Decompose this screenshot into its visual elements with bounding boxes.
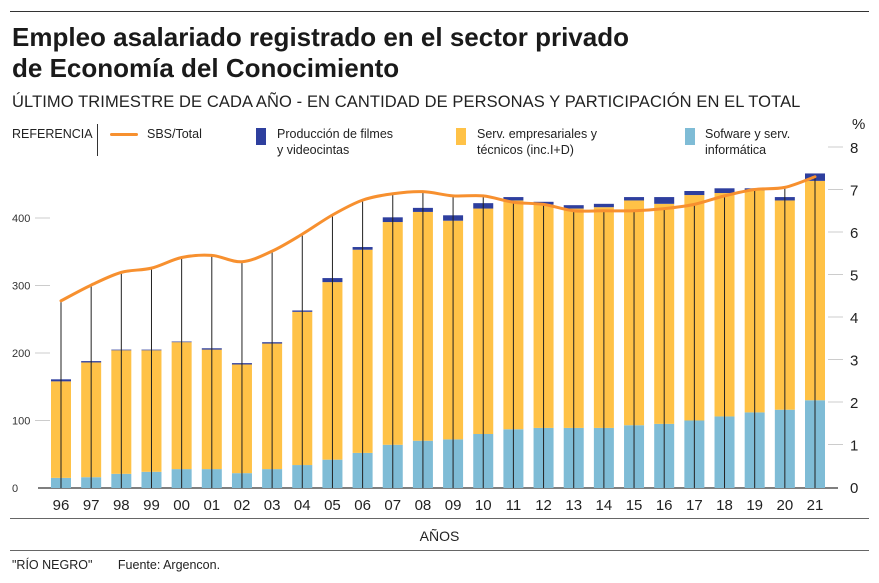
x-tick-label: 06 xyxy=(354,497,371,514)
legend-title: REFERENCIA xyxy=(12,127,93,141)
x-tick-label: 18 xyxy=(716,497,733,514)
x-tick-label: 10 xyxy=(475,497,492,514)
x-tick-label: 15 xyxy=(626,497,643,514)
right-tick-label: 0 xyxy=(850,480,858,497)
legend-soft-line1: Sofware y serv. xyxy=(705,127,791,141)
x-tick-label: 09 xyxy=(445,497,462,514)
bar-film-14 xyxy=(593,203,614,208)
y-tick-label: 100 xyxy=(12,416,30,428)
right-tick-label: 3 xyxy=(850,353,858,370)
legend-film-swatch xyxy=(256,128,266,145)
right-tick-label: 8 xyxy=(850,140,858,157)
legend-film-line2: y videocintas xyxy=(277,143,350,157)
top-rule xyxy=(10,11,869,12)
legend-line-label: SBS/Total xyxy=(147,127,202,141)
x-tick-label: 08 xyxy=(415,497,432,514)
bar-film-18 xyxy=(714,188,735,194)
y-tick-label: 200 xyxy=(12,348,30,360)
x-tick-label: 99 xyxy=(143,497,160,514)
right-tick-label: 7 xyxy=(850,183,858,200)
footer-source: Fuente: Argencon. xyxy=(117,558,221,572)
x-tick-label: 04 xyxy=(294,497,311,514)
legend-serv-line2: técnicos (inc.I+D) xyxy=(477,143,574,157)
legend-soft-line2: informática xyxy=(705,143,767,157)
x-tick-label: 19 xyxy=(746,497,763,514)
x-rule-top xyxy=(10,518,869,519)
legend-serv-line1: Serv. empresariales y xyxy=(477,127,597,141)
x-tick-label: 01 xyxy=(203,497,220,514)
legend-divider xyxy=(97,124,98,156)
x-tick-label: 02 xyxy=(234,497,251,514)
legend-serv-swatch xyxy=(456,128,466,145)
y-tick-label: 0 xyxy=(12,483,18,495)
right-tick-label: 4 xyxy=(850,310,858,327)
x-tick-label: 21 xyxy=(807,497,824,514)
bar-film-15 xyxy=(624,197,645,201)
bar-film-11 xyxy=(503,197,524,201)
right-tick-label: 1 xyxy=(850,438,858,455)
x-tick-label: 14 xyxy=(596,497,613,514)
bar-film-17 xyxy=(684,191,705,196)
legend-soft-label: Sofware y serv. informática xyxy=(705,126,790,158)
x-tick-label: 05 xyxy=(324,497,341,514)
x-tick-label: 12 xyxy=(535,497,552,514)
footer-brand: "RÍO NEGRO" xyxy=(12,558,93,572)
chart-subtitle: ÚLTIMO TRIMESTRE DE CADA AÑO - EN CANTID… xyxy=(12,93,801,111)
x-tick-label: 11 xyxy=(506,497,522,514)
x-tick-label: 96 xyxy=(53,497,70,514)
x-tick-label: 97 xyxy=(83,497,100,514)
legend-serv-label: Serv. empresariales y técnicos (inc.I+D) xyxy=(477,126,597,158)
x-tick-label: 07 xyxy=(384,497,401,514)
legend-line-swatch xyxy=(110,133,138,136)
x-tick-label: 17 xyxy=(686,497,703,514)
x-tick-label: 98 xyxy=(113,497,130,514)
bar-film-16 xyxy=(654,197,675,204)
bar-film-13 xyxy=(563,205,584,209)
footer: "RÍO NEGRO" Fuente: Argencon. xyxy=(12,558,220,572)
x-tick-label: 03 xyxy=(264,497,281,514)
y-tick-label: 300 xyxy=(12,281,30,293)
legend-soft-swatch xyxy=(685,128,695,145)
right-tick-label: 6 xyxy=(850,225,858,242)
right-tick-label: 5 xyxy=(850,268,858,285)
x-tick-label: 16 xyxy=(656,497,673,514)
right-axis-unit: % xyxy=(852,116,865,133)
x-tick-label: 00 xyxy=(173,497,190,514)
x-tick-label: 13 xyxy=(565,497,582,514)
x-axis-label: AÑOS xyxy=(419,528,460,544)
x-rule-bottom xyxy=(10,550,869,551)
line-sbs-total xyxy=(59,175,817,303)
title-line-2: de Economía del Conocimiento xyxy=(12,53,400,83)
legend-film-label: Producción de filmes y videocintas xyxy=(277,126,393,158)
chart-title: Empleo asalariado registrado en el secto… xyxy=(12,22,629,84)
y-tick-label: 400 xyxy=(12,213,30,225)
title-line-1: Empleo asalariado registrado en el secto… xyxy=(12,22,629,52)
x-tick-label: 20 xyxy=(776,497,793,514)
legend-film-line1: Producción de filmes xyxy=(277,127,394,141)
right-tick-label: 2 xyxy=(850,395,858,412)
